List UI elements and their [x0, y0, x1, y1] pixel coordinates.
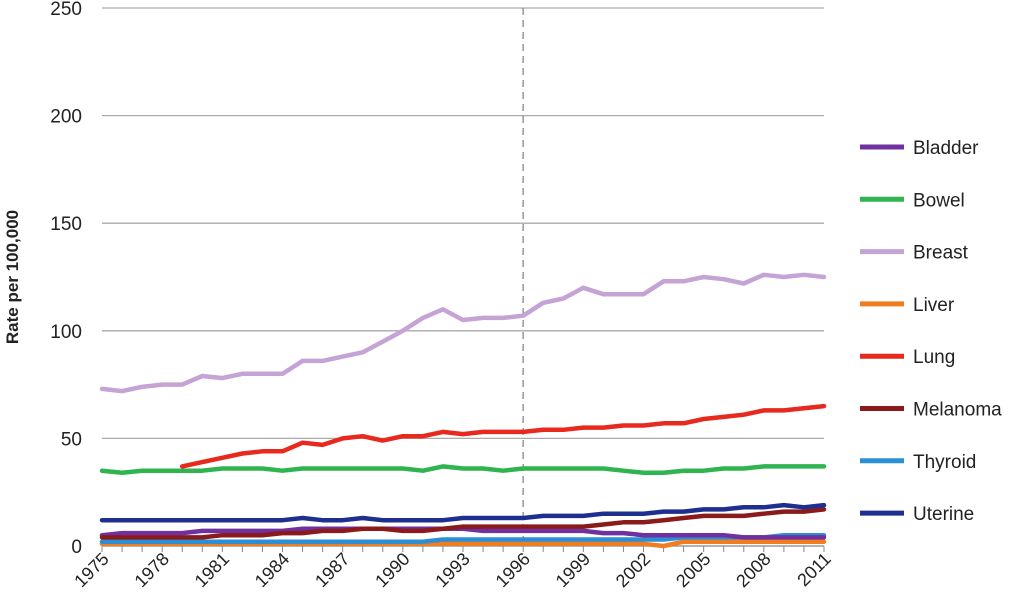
series-line-bowel [99, 464, 827, 476]
legend-label-uterine: Uterine [913, 504, 974, 525]
x-tick-label: 2011 [793, 549, 835, 591]
x-tick-label: 1984 [251, 549, 293, 591]
legend-label-liver: Liver [913, 295, 955, 316]
legend-label-bladder: Bladder [913, 138, 979, 159]
y-axis-label: Rate per 100,000 [3, 210, 22, 344]
legend-label-bowel: Bowel [913, 190, 965, 211]
y-tick-label: 250 [50, 0, 82, 20]
x-tick-label: 1999 [552, 549, 594, 591]
series-line-lung [179, 403, 827, 469]
x-tick-label: 1993 [431, 549, 473, 591]
x-tick-label: 1981 [191, 549, 233, 591]
series-line-breast [99, 272, 827, 394]
y-tick-label: 100 [50, 322, 82, 343]
x-tick-label: 1990 [371, 549, 413, 591]
x-tick-label: 1996 [492, 549, 534, 591]
y-tick-label: 50 [61, 429, 82, 450]
x-tick-label: 2002 [612, 549, 654, 591]
x-tick-label: 2008 [732, 549, 774, 591]
x-tick-label: 2005 [672, 549, 714, 591]
series-line-uterine [99, 502, 827, 523]
legend-label-lung: Lung [913, 347, 955, 368]
x-tick-label: 1978 [131, 549, 173, 591]
series-line-melanoma [99, 507, 827, 540]
y-tick-label: 200 [50, 107, 82, 128]
x-tick-label: 1987 [311, 549, 353, 591]
legend-label-breast: Breast [913, 243, 969, 264]
legend-label-melanoma: Melanoma [913, 400, 1002, 421]
y-tick-label: 0 [71, 537, 82, 558]
y-tick-label: 150 [50, 214, 82, 235]
legend-label-thyroid: Thyroid [913, 452, 976, 473]
